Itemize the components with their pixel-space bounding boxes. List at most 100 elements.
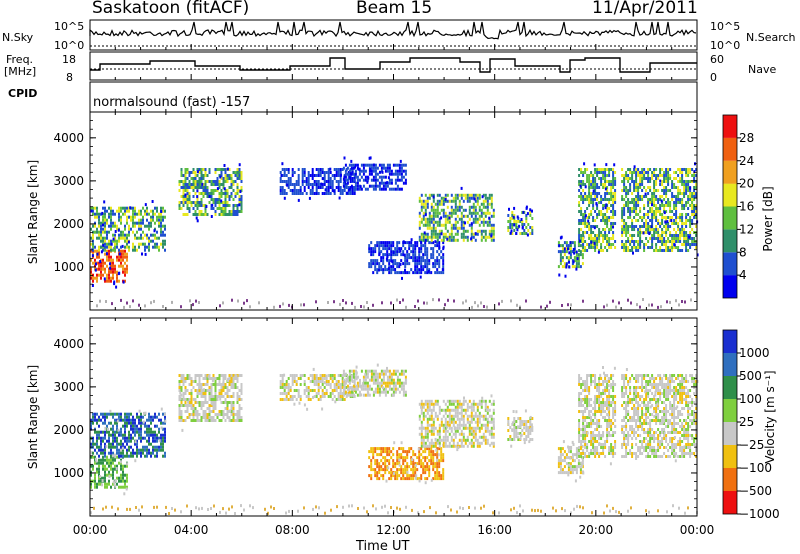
power-cell [346,172,349,176]
power-cell [218,198,221,201]
velocity-cell [323,392,326,395]
power-cell [557,241,560,245]
power-cell [584,222,587,225]
power-cell [519,232,522,235]
velocity-cell [232,374,235,377]
power-cell [426,205,429,209]
power-cell [675,231,678,234]
velocity-cell [190,413,193,416]
power-cell [651,171,654,174]
power-cell [202,204,205,207]
power-cell [360,175,363,179]
velocity-cell [392,447,395,451]
power-cell [148,227,150,231]
power-scatter-cell [521,225,524,229]
velocity-cell [184,392,187,395]
power-cell [466,196,469,200]
velocity-cell [226,389,229,392]
power-cell [184,201,187,204]
power-cell [124,236,126,240]
power-cell [194,201,197,204]
velocity-cell [424,459,427,463]
power-cell [635,186,638,189]
velocity-cell [368,387,371,391]
velocity-cell [90,455,92,459]
power-cell [102,206,104,210]
power-cell [142,236,144,240]
power-cell [657,210,660,213]
velocity-cell [293,380,296,383]
velocity-cell [337,380,340,383]
power-cell [404,169,407,173]
velocity-cell [418,459,421,463]
velocity-cell [184,419,187,422]
power-cell [679,189,682,192]
velocity-cell [394,369,397,373]
velocity-cell [202,413,205,416]
power-cell [629,240,632,243]
power-cell [582,237,585,240]
velocity-cell [372,447,375,451]
power-cell [132,242,134,246]
power-cell [94,230,96,234]
power-cell [586,168,589,171]
power-ground-cell [315,300,317,304]
power-cell [428,259,431,263]
power-cell [214,168,217,171]
velocity-cell [96,451,98,455]
power-cell [384,265,387,269]
velocity-cell [120,451,122,455]
power-cell [584,231,587,234]
velocity-scatter-cell [104,426,107,430]
power-cell [637,234,640,237]
velocity-cell [164,454,166,458]
power-cell [285,180,288,183]
velocity-cell [382,462,385,466]
power-cell [486,235,489,239]
power-cell [647,216,650,219]
power-cell [337,174,340,177]
power-cell [602,237,605,240]
power-cell [412,247,415,251]
velocity-cell [388,462,391,466]
velocity-cell [150,415,152,419]
power-cell [629,171,632,174]
power-cell [420,247,423,251]
velocity-scatter-cell [361,382,364,386]
velocity-cell [218,389,221,392]
power-cell [374,187,377,191]
power-cell [339,186,342,189]
power-cell [442,208,445,212]
power-cell [126,264,128,268]
power-cell [434,202,437,206]
power-cell [434,232,437,236]
velocity-cell [180,416,183,419]
velocity-cell [140,424,142,428]
power-cell [517,220,520,223]
power-cell [438,217,441,221]
velocity-cell [384,387,387,391]
velocity-cell [341,395,344,398]
power-cell [150,233,152,237]
power-cell [444,232,447,236]
power-cell [152,218,154,222]
power-cell [134,224,136,228]
power-cell [424,220,427,224]
power-cell [679,240,682,243]
velocity-cell [122,448,124,452]
power-cell [655,180,658,183]
velocity-scatter-cell [360,385,363,389]
velocity-cell [110,485,112,489]
power-cell [348,169,351,173]
nsky-tick-top-left: 10^5 [54,20,85,33]
velocity-cell [116,476,118,480]
velocity-cell [128,439,130,443]
power-cell [675,246,678,249]
power-colorbar-swatch [723,183,737,207]
power-cell [600,219,603,222]
velocity-cell [124,430,126,434]
velocity-cell [224,377,227,380]
velocity-scatter-cell [393,441,396,445]
power-cell [602,198,605,201]
power-cell [598,234,601,237]
